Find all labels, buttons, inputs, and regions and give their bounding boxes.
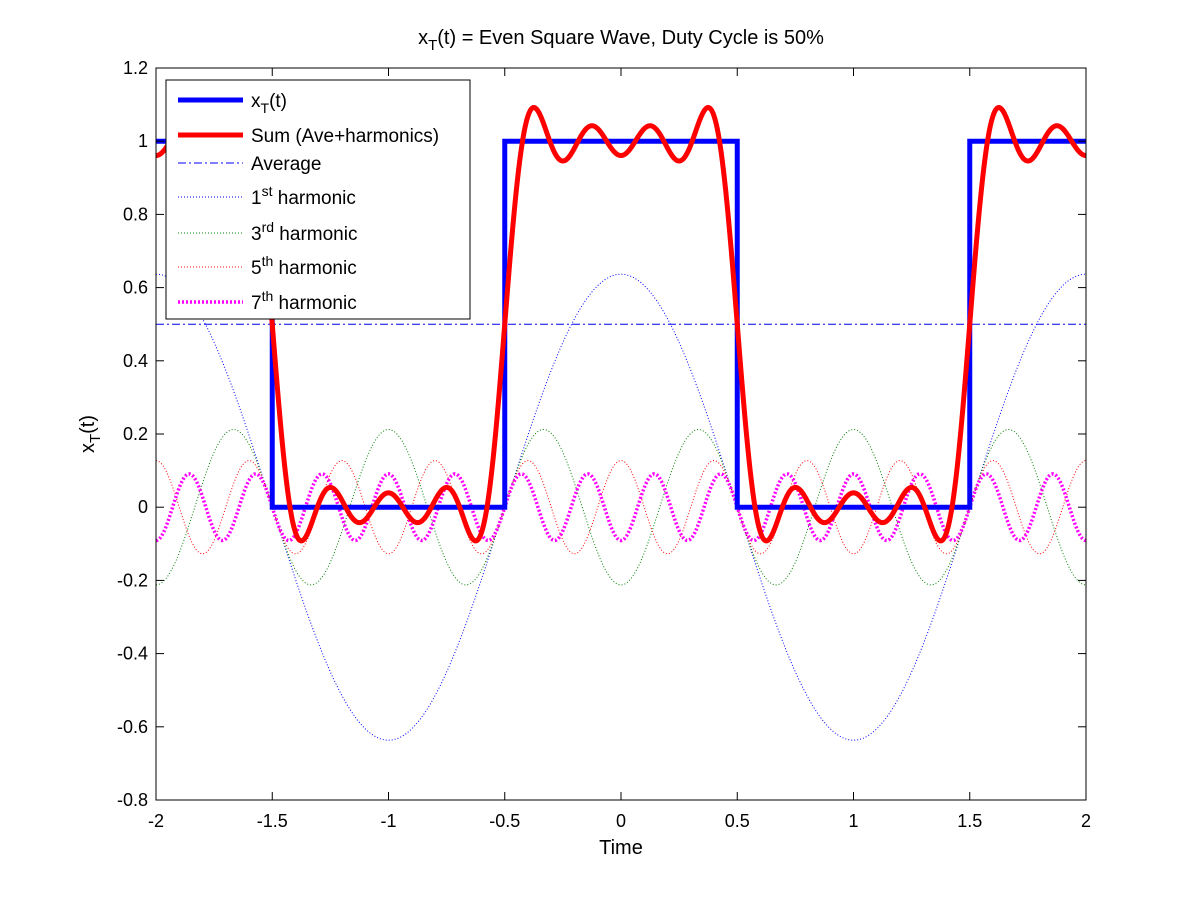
legend-label-h1: 1st harmonic xyxy=(251,183,356,209)
x-tick-label: 2 xyxy=(1081,811,1091,831)
y-tick-label: 0 xyxy=(138,497,148,517)
series-line-h3 xyxy=(156,429,1086,586)
y-tick-label: -0.8 xyxy=(117,790,148,810)
chart-title-sub: T xyxy=(428,37,437,54)
legend-label-square: xT(t) xyxy=(251,91,287,116)
y-tick-label: -0.4 xyxy=(117,644,148,664)
legend: xT(t) Sum (Ave+harmonics) Average 1st harmo… xyxy=(165,79,471,320)
x-tick-label: 0.5 xyxy=(725,811,750,831)
y-axis-label-main: x xyxy=(77,443,99,453)
legend-label-average: Average xyxy=(251,154,321,175)
legend-label-h3: 3rd harmonic xyxy=(251,219,357,245)
legend-label-sum: Sum (Ave+harmonics) xyxy=(251,126,439,147)
legend-box xyxy=(165,79,471,320)
y-tick-label: 0.2 xyxy=(123,424,148,444)
legend-items: xT(t) Sum (Ave+harmonics) Average 1st harmo… xyxy=(178,91,439,314)
y-tick-label: -0.2 xyxy=(117,570,148,590)
ticks-layer: -2 -1.5 -1 -0.5 0 0.5 1 1.5 2 -0.8 -0.6 -0.4 -0.2 0 0.… xyxy=(117,58,1091,831)
series-line-sum xyxy=(156,105,1086,544)
chart-title-main: x xyxy=(418,27,428,49)
x-tick-label: -1.5 xyxy=(257,811,288,831)
x-tick-label: 1.5 xyxy=(957,811,982,831)
y-tick-label: 0.8 xyxy=(123,204,148,224)
series-line-h1 xyxy=(156,273,1086,741)
chart-title: xT(t) = Even Square Wave, Duty Cycle is … xyxy=(418,27,824,54)
series-line-h7 xyxy=(156,472,1086,543)
chart-title-rest: (t) = Even Square Wave, Duty Cycle is 50… xyxy=(437,27,824,49)
x-tick-label: 1 xyxy=(848,811,858,831)
x-axis-label: Time xyxy=(599,837,643,859)
x-tick-label: 0 xyxy=(616,811,626,831)
y-tick-label: 1 xyxy=(138,131,148,151)
legend-label-h7: 7th harmonic xyxy=(251,288,357,314)
y-axis-label-sub: T xyxy=(87,434,104,443)
x-tick-label: -2 xyxy=(148,811,164,831)
y-tick-label: 0.4 xyxy=(123,351,148,371)
y-axis-label: xT(t) xyxy=(77,415,104,453)
series-layer xyxy=(156,105,1086,741)
y-tick-label: -0.6 xyxy=(117,717,148,737)
legend-label-h5: 5th harmonic xyxy=(251,253,357,279)
x-tick-label: -0.5 xyxy=(489,811,520,831)
y-tick-label: 0.6 xyxy=(123,278,148,298)
y-axis-label-rest: (t) xyxy=(77,415,99,434)
y-tick-label: 1.2 xyxy=(123,58,148,78)
x-tick-label: -1 xyxy=(380,811,396,831)
